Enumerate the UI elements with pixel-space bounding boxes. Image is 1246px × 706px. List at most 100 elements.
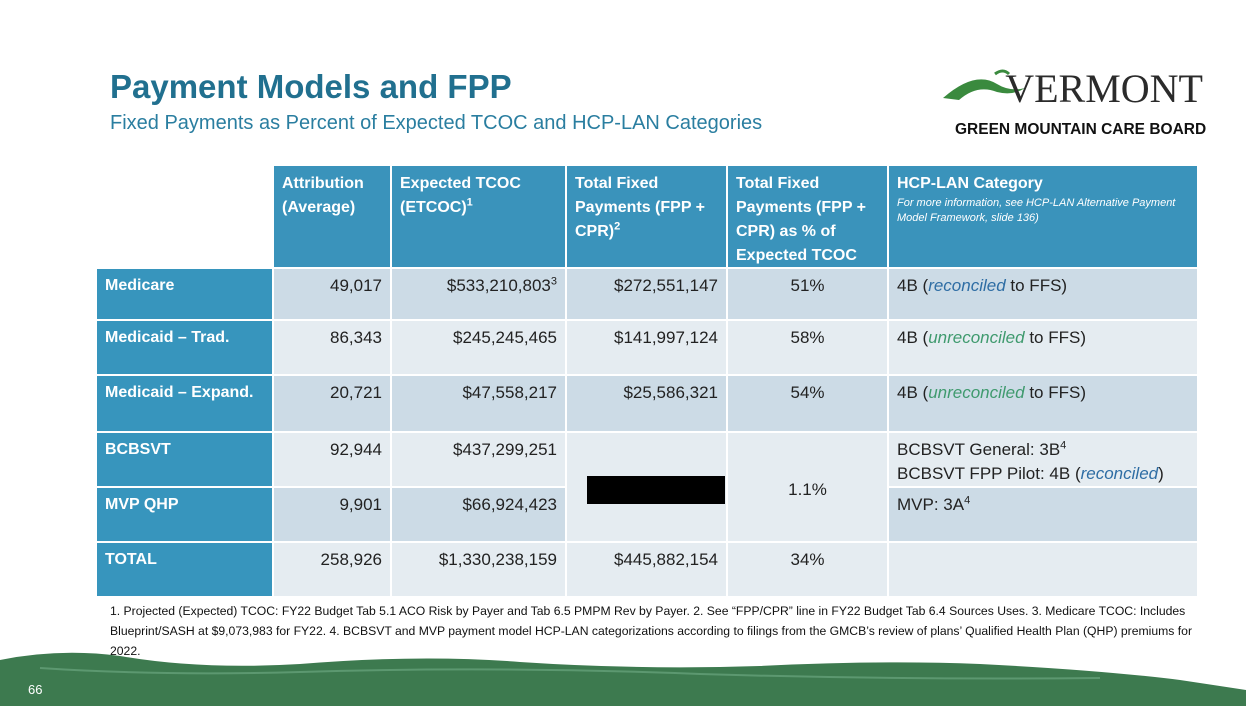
superscript: 2 — [614, 221, 620, 233]
header-cell: Total Fixed Payments (FPP + CPR)2 — [566, 165, 727, 268]
logo: VERMONT GREEN MOUNTAIN CARE BOARD — [935, 62, 1210, 142]
header-text: Attribution (Average) — [282, 175, 364, 216]
category-line: BCBSVT FPP Pilot: 4B (reconciled) — [897, 463, 1189, 484]
logo-name: VERMONT — [1005, 66, 1203, 111]
category-text: to FFS) — [1006, 276, 1067, 295]
header-cell: Total Fixed Payments (FPP + CPR) as % of… — [727, 165, 888, 268]
fixed-payments: $272,551,147 — [614, 276, 718, 295]
row-label: TOTAL — [96, 542, 273, 597]
percent: 1.1% — [788, 480, 827, 499]
attribution: 92,944 — [330, 440, 382, 459]
category-line: 4B (unreconciled to FFS) — [897, 327, 1189, 348]
fixed-payments: $25,586,321 — [623, 383, 718, 402]
attribution: 20,721 — [330, 383, 382, 402]
attribution: 9,901 — [339, 495, 382, 514]
header-cell: HCP-LAN Category For more information, se… — [888, 165, 1198, 268]
percent: 54% — [790, 383, 824, 402]
category-text: MVP: 3A — [897, 495, 964, 514]
percent-cell-merged: 1.1% — [727, 432, 888, 542]
percent: 58% — [790, 328, 824, 347]
fixed-payments: $141,997,124 — [614, 328, 718, 347]
attribution-cell: 86,343 — [273, 320, 391, 375]
row-label: BCBSVT — [96, 432, 273, 487]
percent-cell: 54% — [727, 375, 888, 432]
etcoc-cell: $47,558,217 — [391, 375, 566, 432]
page-number: 66 — [28, 682, 42, 697]
category-cell: BCBSVT General: 3B4 BCBSVT FPP Pilot: 4B … — [888, 432, 1198, 487]
superscript: 4 — [964, 494, 970, 506]
attribution: 86,343 — [330, 328, 382, 347]
category-line: 4B (unreconciled to FFS) — [897, 382, 1189, 403]
superscript: 1 — [467, 197, 473, 209]
superscript: 3 — [551, 275, 557, 287]
row-label-text: Medicaid – Trad. — [105, 329, 229, 346]
percent: 34% — [790, 550, 824, 569]
category-text: to FFS) — [1025, 328, 1086, 347]
fixed-cell: $141,997,124 — [566, 320, 727, 375]
category-cell: 4B (unreconciled to FFS) — [888, 320, 1198, 375]
logo-org: GREEN MOUNTAIN CARE BOARD — [955, 121, 1206, 138]
row-label-text: Medicaid – Expand. — [105, 384, 253, 401]
percent-cell: 51% — [727, 268, 888, 320]
redaction — [587, 476, 725, 504]
hills — [0, 640, 1246, 706]
etcoc: $47,558,217 — [462, 383, 557, 402]
etcoc-cell: $1,330,238,159 — [391, 542, 566, 597]
superscript: 4 — [1060, 439, 1066, 451]
attribution-cell: 92,944 — [273, 432, 391, 487]
etcoc-cell: $437,299,251 — [391, 432, 566, 487]
fixed-cell: $25,586,321 — [566, 375, 727, 432]
header-note: For more information, see HCP-LAN Altern… — [897, 196, 1189, 226]
etcoc: $245,245,465 — [453, 328, 557, 347]
etcoc-cell: $66,924,423 — [391, 487, 566, 542]
header-text: Total Fixed Payments (FPP + CPR) as % of… — [736, 175, 866, 264]
fixed-payments: $445,882,154 — [614, 550, 718, 569]
attribution-cell: 20,721 — [273, 375, 391, 432]
header-text: Expected TCOC (ETCOC) — [400, 175, 521, 216]
row-label: MVP QHP — [96, 487, 273, 542]
title: Payment Models and FPP — [110, 68, 512, 106]
category-text: unreconciled — [928, 383, 1024, 402]
fixed-cell-merged — [566, 432, 727, 542]
category-text: 4B ( — [897, 383, 928, 402]
header-text: HCP-LAN Category — [897, 175, 1043, 192]
category-text: to FFS) — [1025, 383, 1086, 402]
header-text: Total Fixed Payments (FPP + CPR) — [575, 175, 705, 240]
row-label: Medicaid – Expand. — [96, 375, 273, 432]
category-text: reconciled — [928, 276, 1006, 295]
row-label: Medicaid – Trad. — [96, 320, 273, 375]
slide: Payment Models and FPP Fixed Payments as… — [0, 0, 1246, 706]
category-text: 4B ( — [897, 328, 928, 347]
category-line: BCBSVT General: 3B4 — [897, 439, 1189, 460]
row-label-text: BCBSVT — [105, 441, 171, 458]
fixed-cell: $445,882,154 — [566, 542, 727, 597]
row-label-text: MVP QHP — [105, 496, 179, 513]
percent-cell: 34% — [727, 542, 888, 597]
etcoc: $1,330,238,159 — [439, 550, 557, 569]
header-cell: Expected TCOC (ETCOC)1 — [391, 165, 566, 268]
category-text: unreconciled — [928, 328, 1024, 347]
category-cell — [888, 542, 1198, 597]
category-text: BCBSVT FPP Pilot: 4B ( — [897, 464, 1081, 483]
fixed-cell: $272,551,147 — [566, 268, 727, 320]
attribution-cell: 258,926 — [273, 542, 391, 597]
category-line: 4B (reconciled to FFS) — [897, 275, 1189, 296]
etcoc: $533,210,803 — [447, 276, 551, 295]
category-cell: 4B (reconciled to FFS) — [888, 268, 1198, 320]
attribution-cell: 9,901 — [273, 487, 391, 542]
header-cell: Attribution (Average) — [273, 165, 391, 268]
attribution: 49,017 — [330, 276, 382, 295]
category-cell: 4B (unreconciled to FFS) — [888, 375, 1198, 432]
attribution: 258,926 — [321, 550, 382, 569]
etcoc-cell: $533,210,8033 — [391, 268, 566, 320]
etcoc-cell: $245,245,465 — [391, 320, 566, 375]
category-text: reconciled — [1081, 464, 1159, 483]
subtitle: Fixed Payments as Percent of Expected TC… — [110, 112, 762, 135]
category-cell: MVP: 3A4 — [888, 487, 1198, 542]
percent-cell: 58% — [727, 320, 888, 375]
category-text: BCBSVT General: 3B — [897, 440, 1060, 459]
category-line: MVP: 3A4 — [897, 494, 1189, 515]
row-label-text: Medicare — [105, 277, 174, 294]
row-label-text: TOTAL — [105, 551, 157, 568]
category-text: 4B ( — [897, 276, 928, 295]
